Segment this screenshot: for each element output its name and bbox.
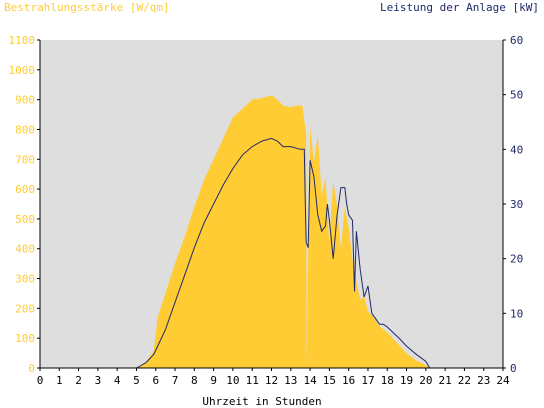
x-tick-label: 20 [419, 374, 432, 387]
left-tick-label: 0 [28, 362, 35, 375]
right-tick-label: 0 [510, 362, 517, 375]
x-tick-label: 19 [400, 374, 413, 387]
x-tick-label: 23 [477, 374, 490, 387]
x-tick-label: 3 [95, 374, 102, 387]
right-tick-label: 30 [510, 198, 523, 211]
left-tick-label: 600 [15, 183, 35, 196]
x-tick-label: 11 [246, 374, 259, 387]
power-line [40, 137, 503, 369]
x-tick-label: 5 [133, 374, 140, 387]
x-tick-label: 15 [323, 374, 336, 387]
right-tick-label: 20 [510, 253, 523, 266]
x-tick-label: 22 [458, 374, 471, 387]
x-tick-label: 4 [114, 374, 121, 387]
left-tick-label: 500 [15, 213, 35, 226]
x-tick-label: 9 [210, 374, 217, 387]
x-tick-label: 17 [361, 374, 374, 387]
irradiance-area [40, 95, 503, 368]
right-tick-label: 10 [510, 307, 523, 320]
x-tick-label: 12 [265, 374, 278, 387]
left-tick-label: 800 [15, 123, 35, 136]
x-tick-label: 16 [342, 374, 355, 387]
x-tick-label: 21 [439, 374, 452, 387]
x-tick-label: 8 [191, 374, 198, 387]
left-tick-label: 200 [15, 302, 35, 315]
x-tick-label: 6 [152, 374, 159, 387]
left-tick-label: 700 [15, 153, 35, 166]
x-tick-label: 0 [37, 374, 44, 387]
left-tick-label: 100 [15, 332, 35, 345]
x-axis-title: Uhrzeit in Stunden [202, 395, 321, 408]
left-tick-label: 1100 [9, 34, 36, 47]
x-tick-label: 18 [381, 374, 394, 387]
right-tick-label: 50 [510, 89, 523, 102]
x-tick-label: 14 [303, 374, 317, 387]
left-tick-label: 300 [15, 273, 35, 286]
left-tick-label: 1000 [9, 64, 36, 77]
right-tick-label: 60 [510, 34, 523, 47]
x-tick-label: 7 [172, 374, 179, 387]
right-axis-title: Leistung der Anlage [kW] [380, 1, 539, 14]
left-tick-label: 900 [15, 94, 35, 107]
left-axis-title: Bestrahlungsstärke [W/qm] [4, 1, 170, 14]
x-tick-label: 24 [496, 374, 510, 387]
x-tick-label: 13 [284, 374, 297, 387]
x-tick-label: 10 [226, 374, 239, 387]
right-tick-label: 40 [510, 143, 523, 156]
x-tick-label: 2 [75, 374, 82, 387]
x-tick-label: 1 [56, 374, 63, 387]
left-tick-label: 400 [15, 243, 35, 256]
